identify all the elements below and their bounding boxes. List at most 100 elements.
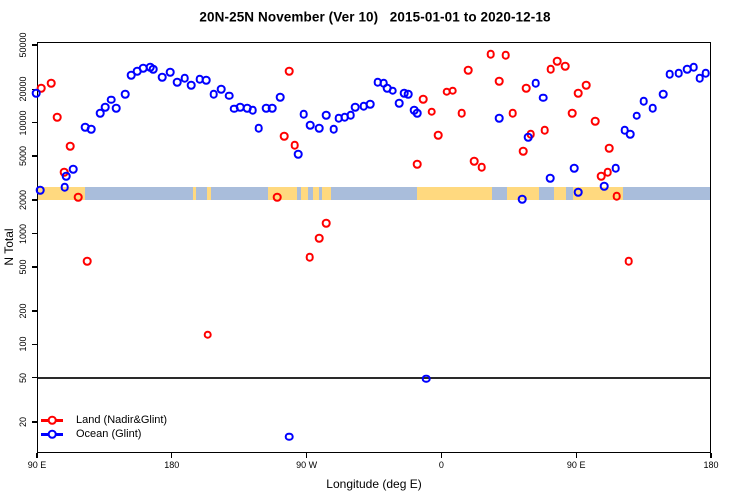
data-point-ocean — [276, 92, 285, 102]
data-point-land — [427, 107, 436, 117]
data-point-land — [521, 83, 531, 93]
data-point-ocean — [648, 103, 657, 113]
data-point-ocean — [422, 374, 431, 384]
data-point-ocean — [61, 171, 71, 181]
data-point-ocean — [574, 187, 583, 197]
y-tick — [32, 155, 37, 157]
data-point-land — [604, 143, 614, 153]
x-tick-label: 90 E — [27, 460, 47, 470]
data-point-ocean — [112, 103, 121, 113]
data-point-ocean — [413, 108, 422, 118]
chart-title: 20N-25N November (Ver 10) 2015-01-01 to … — [199, 9, 551, 25]
y-tick-label: 200 — [18, 303, 28, 319]
y-tick-label: 100 — [18, 336, 28, 352]
y-tick — [32, 121, 37, 124]
data-point-ocean — [538, 93, 548, 103]
data-point-ocean — [639, 96, 648, 106]
data-point-land — [568, 108, 577, 118]
data-point-ocean — [100, 102, 110, 112]
data-point-ocean — [172, 77, 182, 87]
map-band-land-segment — [192, 186, 196, 201]
x-tick-label: 0 — [438, 460, 444, 470]
x-tick — [36, 453, 38, 458]
data-point-ocean — [665, 69, 675, 79]
data-point-land — [501, 50, 511, 60]
map-band-land-segment — [301, 186, 309, 201]
data-point-ocean — [166, 67, 175, 77]
data-point-land — [581, 80, 591, 90]
data-point-land — [290, 140, 299, 150]
x-tick-label: 90 W — [296, 460, 318, 470]
legend-item-land: Land (Nadir&Glint) — [41, 413, 167, 427]
data-point-land — [203, 330, 213, 340]
data-point-ocean — [186, 80, 196, 90]
x-tick-label: 90 E — [566, 460, 586, 470]
data-point-ocean — [216, 84, 226, 94]
x-tick-label: 180 — [703, 460, 719, 470]
plot-frame — [37, 42, 711, 453]
map-band-land-segment — [553, 186, 567, 201]
data-point-land — [46, 78, 56, 88]
data-point-ocean — [60, 182, 69, 192]
legend-item-ocean: Ocean (Glint) — [41, 427, 167, 441]
data-point-land — [518, 146, 528, 156]
data-point-land — [508, 108, 517, 118]
y-tick — [32, 232, 37, 235]
y-tick — [32, 44, 37, 46]
data-point-ocean — [254, 123, 263, 133]
legend: Land (Nadir&Glint) Ocean (Glint) — [41, 413, 167, 441]
data-point-land — [448, 86, 457, 96]
data-point-ocean — [701, 68, 711, 78]
land-marker-icon — [41, 413, 63, 427]
y-tick — [32, 421, 37, 423]
data-point-ocean — [404, 89, 413, 99]
data-point-land — [73, 192, 83, 202]
x-tick-label: 180 — [164, 460, 180, 470]
data-point-ocean — [545, 173, 555, 183]
ocean-marker-icon — [41, 427, 63, 441]
data-point-ocean — [225, 91, 234, 101]
data-point-ocean — [95, 108, 105, 118]
data-point-ocean — [523, 132, 533, 142]
data-point-ocean — [599, 181, 609, 191]
data-point-land — [315, 233, 324, 243]
map-band-land-segment — [37, 186, 85, 201]
data-point-land — [477, 162, 487, 172]
map-band-ocean — [37, 186, 711, 201]
data-point-land — [553, 56, 562, 66]
legend-label-ocean: Ocean (Glint) — [76, 428, 142, 440]
data-point-land — [603, 167, 612, 177]
y-tick — [32, 266, 37, 268]
data-point-land — [457, 108, 466, 118]
data-point-ocean — [299, 109, 308, 119]
data-point-land — [624, 256, 633, 266]
data-point-ocean — [395, 98, 404, 108]
data-point-ocean — [248, 105, 257, 115]
data-point-ocean — [209, 89, 219, 99]
data-point-land — [279, 131, 289, 141]
data-point-ocean — [674, 68, 684, 78]
data-point-ocean — [695, 73, 705, 83]
data-point-ocean — [315, 123, 324, 133]
data-point-land — [590, 116, 600, 126]
data-point-land — [82, 256, 92, 266]
data-point-ocean — [68, 164, 78, 174]
y-tick — [32, 377, 37, 379]
map-band-land-segment — [206, 186, 212, 201]
data-point-land — [52, 112, 62, 122]
data-point-ocean — [569, 163, 579, 173]
data-point-land — [305, 252, 314, 262]
map-band-land-segment — [507, 186, 539, 201]
data-point-land — [470, 156, 479, 166]
data-point-ocean — [267, 103, 277, 113]
map-band-land-segment — [312, 186, 320, 201]
data-point-ocean — [157, 72, 167, 82]
x-tick — [440, 453, 443, 458]
data-point-ocean — [350, 102, 360, 112]
x-tick — [575, 453, 577, 458]
x-axis-label: Longitude (deg E) — [326, 477, 422, 491]
y-tick — [32, 199, 37, 201]
data-point-ocean — [531, 78, 541, 88]
reference-line — [37, 377, 711, 379]
